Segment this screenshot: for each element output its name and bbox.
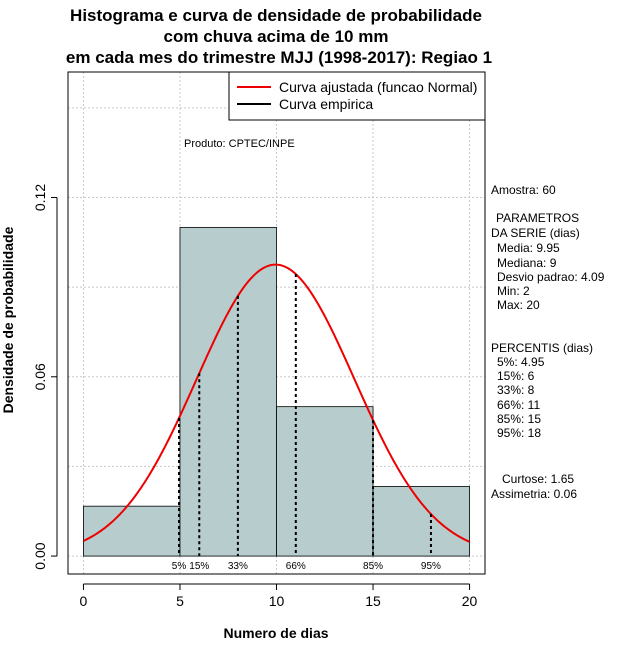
percentile-label-3: 66% xyxy=(286,561,306,572)
legend-box xyxy=(228,71,486,121)
percentis-header: PERCENTIS (dias) xyxy=(491,341,593,355)
histogram-bar-0 xyxy=(83,505,181,557)
assimetria: Assimetria: 0.06 xyxy=(491,487,577,501)
product-annotation: Produto: CPTEC/INPE xyxy=(184,138,295,150)
percentile-label-5: 95% xyxy=(421,561,441,572)
histogram-bar-2 xyxy=(276,406,374,557)
percentile-label-1: 15% xyxy=(189,561,209,572)
normal-curve xyxy=(83,263,470,543)
normal-curve-layer xyxy=(83,263,470,543)
pct-66: 66%: 11 xyxy=(497,398,540,412)
pct-33: 33%: 8 xyxy=(497,383,535,397)
x-tick-label-4: 20 xyxy=(462,593,478,609)
y-axis-title: Densidade de probabilidade xyxy=(0,226,16,413)
histogram-bars xyxy=(83,226,470,557)
curtose: Curtose: 1.65 xyxy=(502,472,574,486)
x-tick-label-3: 15 xyxy=(365,593,381,609)
percentile-label-4: 85% xyxy=(363,561,383,572)
percentile-markers: 5% 15% 33% 66% 85% 95% xyxy=(172,274,441,572)
y-tick-label-1: 0.06 xyxy=(32,363,48,390)
legend-label-normal: Curva ajustada (funcao Normal) xyxy=(279,79,477,95)
x-tick-label-0: 0 xyxy=(80,593,88,609)
stat-mediana: Mediana: 9 xyxy=(497,256,557,270)
y-axis: 0.00 0.06 0.12 xyxy=(32,184,58,570)
x-tick-label-1: 5 xyxy=(176,593,184,609)
pct-15: 15%: 6 xyxy=(497,369,535,383)
params-header-2: DA SERIE (dias) xyxy=(491,226,580,240)
legend: Curva ajustada (funcao Normal) Curva emp… xyxy=(228,71,486,121)
chart-title-line-1: Histograma e curva de densidade de proba… xyxy=(70,6,482,25)
pct-5: 5%: 4.95 xyxy=(497,355,545,369)
percentile-label-0: 5% xyxy=(172,561,187,572)
statistics-panel: Amostra: 60 PARAMETROS DA SERIE (dias) M… xyxy=(491,183,605,501)
chart-title-line-3: em cada mes do trimestre MJJ (1998-2017)… xyxy=(66,48,492,67)
x-axis-title: Numero de dias xyxy=(223,625,328,641)
y-tick-label-2: 0.12 xyxy=(32,184,48,211)
stat-media: Media: 9.95 xyxy=(497,241,560,255)
sample-size: Amostra: 60 xyxy=(491,183,556,197)
legend-label-empirical: Curva empirica xyxy=(279,96,373,112)
stat-max: Max: 20 xyxy=(497,298,540,312)
x-axis: 0 5 10 15 20 xyxy=(80,583,478,609)
x-tick-label-2: 10 xyxy=(269,593,285,609)
params-header-1: PARAMETROS xyxy=(496,211,579,225)
histogram-bar-1 xyxy=(179,226,277,557)
pct-95: 95%: 18 xyxy=(497,426,541,440)
y-tick-label-0: 0.00 xyxy=(32,542,48,569)
stat-min: Min: 2 xyxy=(497,284,530,298)
histogram-bar-3 xyxy=(372,486,470,557)
percentile-label-2: 33% xyxy=(228,561,248,572)
pct-85: 85%: 15 xyxy=(497,412,541,426)
chart-title-line-2: com chuva acima de 10 mm xyxy=(164,27,389,46)
stat-desvio: Desvio padrao: 4.09 xyxy=(497,270,605,284)
